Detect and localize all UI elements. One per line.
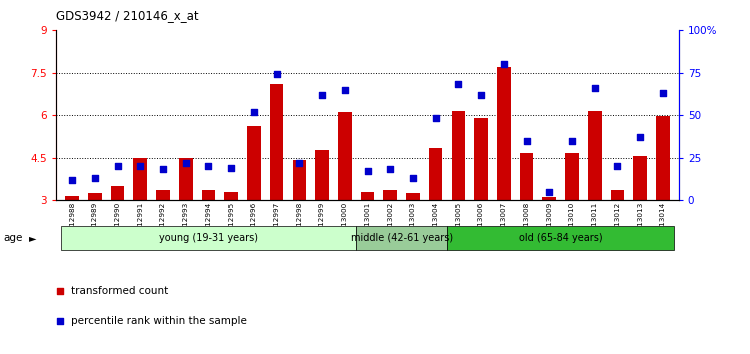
Bar: [61, 226, 356, 250]
Bar: [474, 118, 488, 200]
Point: [543, 189, 555, 194]
Text: GDS3942 / 210146_x_at: GDS3942 / 210146_x_at: [56, 9, 199, 22]
Point: [112, 163, 124, 169]
Point: [566, 138, 578, 143]
Bar: [497, 67, 511, 200]
Bar: [361, 192, 374, 200]
Bar: [656, 116, 670, 200]
Text: age: age: [4, 233, 23, 243]
Bar: [156, 190, 170, 200]
Bar: [202, 190, 215, 200]
Text: young (19-31 years): young (19-31 years): [159, 233, 258, 243]
Bar: [542, 197, 556, 200]
Bar: [566, 153, 579, 200]
Bar: [134, 158, 147, 200]
Bar: [429, 148, 442, 200]
Bar: [610, 190, 624, 200]
Point: [520, 138, 532, 143]
Point: [475, 92, 487, 97]
Point: [293, 160, 305, 165]
Bar: [270, 84, 284, 200]
Bar: [588, 111, 602, 200]
Point: [88, 175, 101, 181]
Point: [248, 109, 260, 114]
Bar: [452, 111, 465, 200]
Bar: [356, 226, 447, 250]
Point: [339, 87, 351, 92]
Point: [225, 165, 237, 171]
Bar: [520, 153, 533, 200]
Point: [657, 90, 669, 96]
Point: [157, 167, 169, 172]
Text: ►: ►: [28, 233, 36, 243]
Bar: [338, 112, 352, 200]
Point: [316, 92, 328, 97]
Point: [134, 163, 146, 169]
Point: [498, 61, 510, 67]
Point: [180, 160, 192, 165]
Bar: [383, 190, 397, 200]
Bar: [633, 156, 647, 200]
Point: [589, 85, 601, 91]
Text: middle (42-61 years): middle (42-61 years): [350, 233, 453, 243]
Point: [202, 163, 214, 169]
Bar: [447, 226, 674, 250]
Point: [634, 134, 646, 140]
Text: old (65-84 years): old (65-84 years): [519, 233, 602, 243]
Point: [452, 82, 464, 87]
Point: [407, 175, 419, 181]
Text: transformed count: transformed count: [71, 286, 169, 296]
Bar: [292, 160, 306, 200]
Point: [362, 168, 374, 174]
Bar: [315, 150, 329, 200]
Point: [430, 116, 442, 121]
Bar: [88, 193, 102, 200]
Point: [54, 319, 66, 324]
Bar: [65, 196, 79, 200]
Bar: [179, 158, 193, 200]
Point: [611, 163, 623, 169]
Bar: [406, 193, 420, 200]
Point: [66, 177, 78, 182]
Bar: [247, 126, 261, 200]
Point: [384, 167, 396, 172]
Text: percentile rank within the sample: percentile rank within the sample: [71, 316, 248, 326]
Point: [54, 288, 66, 294]
Point: [271, 72, 283, 77]
Bar: [224, 192, 238, 200]
Bar: [111, 186, 125, 200]
